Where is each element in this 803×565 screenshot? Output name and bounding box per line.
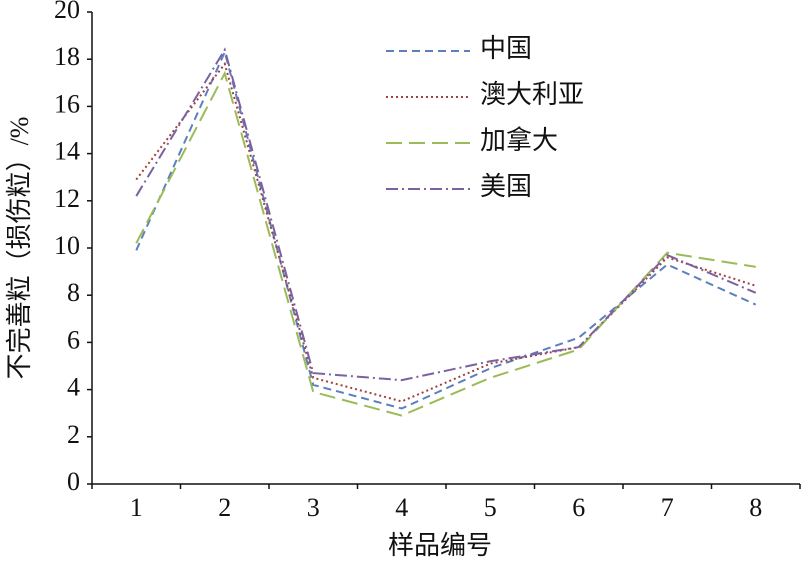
y-tick-label: 2 xyxy=(67,420,80,449)
y-axis-label: 不完善粒（损伤粒）/% xyxy=(5,117,34,380)
y-tick-label: 12 xyxy=(54,184,80,213)
legend-label: 中国 xyxy=(480,34,532,63)
x-tick-label: 6 xyxy=(572,493,585,522)
legend-label: 澳大利亚 xyxy=(480,80,584,109)
x-tick-label: 7 xyxy=(661,493,674,522)
x-tick-label: 5 xyxy=(484,493,497,522)
y-tick-label: 16 xyxy=(54,89,80,118)
x-tick-label: 1 xyxy=(130,493,143,522)
y-tick-label: 20 xyxy=(54,0,80,24)
y-tick-label: 14 xyxy=(54,137,80,166)
series-line xyxy=(135,49,757,410)
series-line xyxy=(135,70,756,417)
y-tick-label: 10 xyxy=(54,231,80,260)
y-tick-label: 18 xyxy=(54,42,80,71)
y-tick-label: 4 xyxy=(67,373,80,402)
x-tick-label: 8 xyxy=(749,493,762,522)
legend-label: 加拿大 xyxy=(480,126,558,155)
x-tick-label: 3 xyxy=(307,493,320,522)
x-tick-label: 4 xyxy=(395,493,408,522)
legend-label: 美国 xyxy=(480,172,532,201)
y-tick-label: 0 xyxy=(67,467,80,496)
x-tick-label: 2 xyxy=(218,493,231,522)
x-axis-label: 样品编号 xyxy=(388,531,492,560)
y-tick-label: 6 xyxy=(67,325,80,354)
series-line xyxy=(135,61,757,403)
y-tick-label: 8 xyxy=(67,278,80,307)
series-line xyxy=(135,47,757,382)
